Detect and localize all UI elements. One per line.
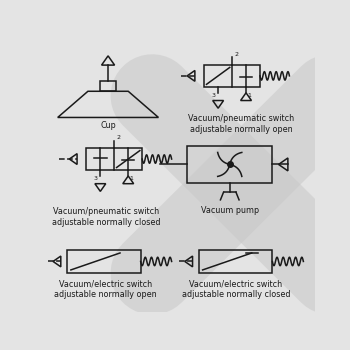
Bar [204, 65, 260, 87]
Text: 2: 2 [117, 135, 121, 140]
Bar [187, 146, 272, 183]
Text: 3: 3 [94, 176, 98, 181]
Bar [199, 250, 272, 273]
Text: Vacuum/electric switch
adjustable normally closed: Vacuum/electric switch adjustable normal… [182, 279, 290, 299]
Text: 2: 2 [234, 52, 238, 57]
Text: Vacuum/electric switch
adjustable normally open: Vacuum/electric switch adjustable normal… [55, 279, 157, 299]
Text: 3: 3 [212, 93, 216, 98]
Text: 1: 1 [130, 176, 134, 181]
Bar [67, 250, 141, 273]
Text: Vacuum pump: Vacuum pump [201, 206, 259, 215]
Text: Vacuum/pneumatic switch
adjustable normally closed: Vacuum/pneumatic switch adjustable norma… [51, 207, 160, 227]
Text: 1: 1 [247, 93, 251, 98]
Bar [100, 80, 116, 91]
Text: Vacuum/pneumatic switch
adjustable normally open: Vacuum/pneumatic switch adjustable norma… [188, 114, 294, 134]
Text: Cup: Cup [100, 121, 116, 130]
Bar [86, 148, 142, 170]
